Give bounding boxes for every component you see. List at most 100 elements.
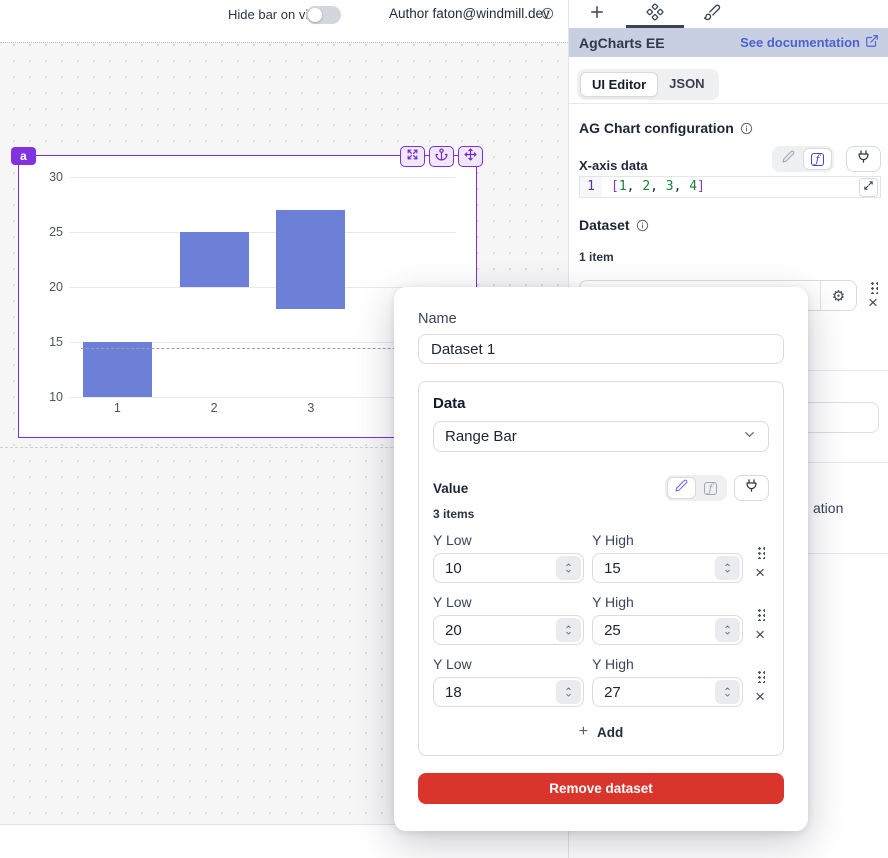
y-axis-tick: 25	[49, 225, 63, 239]
components-icon	[646, 3, 664, 25]
y-high-label: Y High	[592, 656, 634, 672]
expand-component-button[interactable]	[400, 146, 425, 167]
range-bar	[82, 342, 152, 397]
component-title: AgCharts EE	[579, 34, 665, 51]
range-bar	[179, 232, 249, 287]
function-icon: ƒ	[811, 152, 824, 166]
move-icon	[464, 148, 477, 166]
chart-type-value: Range Bar	[445, 428, 517, 445]
anchor-icon	[435, 148, 448, 166]
function-mode-button[interactable]: ƒ	[803, 148, 832, 170]
toggle-knob	[308, 8, 322, 22]
range-bar	[276, 210, 346, 309]
dataset-settings-button[interactable]: ⚙	[820, 281, 856, 310]
name-label: Name	[418, 311, 457, 327]
static-edit-button[interactable]	[774, 148, 803, 170]
dataset-name-input[interactable]	[418, 334, 784, 364]
drag-handle-icon[interactable]	[755, 607, 765, 621]
y-high-label: Y High	[592, 532, 634, 548]
component-settings-tab[interactable]	[646, 3, 664, 21]
range-bar-chart: 10152025301234	[19, 156, 476, 437]
xaxis-data-label: X-axis data	[579, 158, 648, 173]
drag-handle-icon[interactable]	[869, 280, 878, 294]
x-axis-tick: 1	[113, 401, 121, 415]
see-documentation-link[interactable]: See documentation	[740, 34, 879, 51]
anchor-component-button[interactable]	[429, 146, 454, 167]
x-axis-tick: 2	[210, 401, 218, 415]
value-item-row: Y Low Y High ×	[433, 656, 769, 707]
code-line-number: 1	[580, 177, 602, 197]
plug-icon	[744, 478, 759, 498]
stepper-control[interactable]	[715, 618, 741, 642]
stepper-control[interactable]	[715, 556, 741, 580]
dataset-modal: Name Data Range Bar Value ƒ	[394, 287, 808, 831]
dashed-threshold-line	[81, 347, 456, 349]
data-section-title: Data	[433, 395, 466, 412]
component-header: AgCharts EE See documentation	[569, 28, 888, 57]
tab-json[interactable]: JSON	[669, 76, 705, 91]
move-component-button[interactable]	[458, 146, 483, 167]
gridline	[69, 177, 456, 178]
external-link-icon	[865, 34, 879, 51]
author-label: Author faton@windmill.dev	[389, 6, 550, 21]
y-axis-tick: 10	[49, 390, 63, 404]
stepper-control[interactable]	[556, 680, 582, 704]
maximize-icon	[406, 148, 419, 166]
stepper-control[interactable]	[556, 618, 582, 642]
add-item-button[interactable]: + Add	[578, 723, 624, 740]
drag-handle-icon[interactable]	[755, 669, 765, 683]
hide-bar-toggle[interactable]	[306, 6, 341, 24]
close-icon[interactable]: ×	[868, 293, 878, 312]
info-icon[interactable]	[740, 122, 753, 135]
info-icon[interactable]	[541, 7, 554, 20]
component-id-badge[interactable]: a	[11, 147, 36, 165]
chart-type-select[interactable]: Range Bar	[433, 421, 769, 452]
xaxis-input-mode-group: ƒ	[772, 146, 834, 172]
styling-tab[interactable]	[703, 3, 721, 21]
function-mode-button[interactable]: ƒ	[696, 477, 725, 499]
dataset-count: 1 item	[579, 250, 614, 264]
expand-icon	[863, 180, 874, 195]
items-count: 3 items	[433, 507, 475, 521]
code-content[interactable]: [1, 2, 3, 4]	[611, 179, 705, 194]
tab-ui-editor[interactable]: UI Editor	[580, 72, 659, 97]
xaxis-code-editor[interactable]: 1 [1, 2, 3, 4]	[579, 176, 881, 198]
remove-item-icon[interactable]: ×	[755, 563, 766, 582]
value-input-mode-group: ƒ	[665, 475, 727, 501]
static-edit-button[interactable]	[667, 477, 696, 499]
expand-editor-button[interactable]	[859, 178, 878, 197]
editor-mode-tabs: UI Editor JSON	[577, 69, 719, 100]
function-icon: ƒ	[704, 481, 717, 495]
y-axis-tick: 15	[49, 335, 63, 349]
drag-handle-icon[interactable]	[755, 545, 765, 559]
remove-dataset-button[interactable]: Remove dataset	[418, 773, 784, 804]
remove-item-icon[interactable]: ×	[755, 625, 766, 644]
config-section-title: AG Chart configuration	[579, 120, 753, 136]
pencil-icon	[782, 150, 795, 168]
info-icon[interactable]	[636, 219, 649, 232]
brush-icon	[703, 4, 721, 25]
gridline	[69, 232, 456, 233]
add-component-tab[interactable]	[588, 3, 606, 21]
connect-button[interactable]	[846, 146, 881, 172]
chevron-down-icon	[742, 427, 757, 446]
active-tab-underline	[626, 25, 684, 28]
occluded-text-fragment: ation	[813, 500, 844, 516]
y-high-label: Y High	[592, 594, 634, 610]
x-axis-tick: 3	[307, 401, 315, 415]
remove-item-icon[interactable]: ×	[755, 687, 766, 706]
data-section: Data Range Bar Value ƒ	[418, 381, 784, 756]
connect-button[interactable]	[734, 475, 769, 501]
value-item-row: Y Low Y High ×	[433, 594, 769, 645]
plus-icon: +	[578, 723, 589, 740]
gridline	[69, 342, 456, 343]
y-low-label: Y Low	[433, 532, 472, 548]
value-item-row: Y Low Y High ×	[433, 532, 769, 583]
stepper-control[interactable]	[556, 556, 582, 580]
gridline	[69, 397, 456, 398]
gear-icon: ⚙	[831, 287, 846, 305]
stepper-control[interactable]	[715, 680, 741, 704]
pencil-icon	[675, 479, 688, 497]
divider	[569, 103, 888, 104]
value-label: Value	[433, 480, 469, 496]
